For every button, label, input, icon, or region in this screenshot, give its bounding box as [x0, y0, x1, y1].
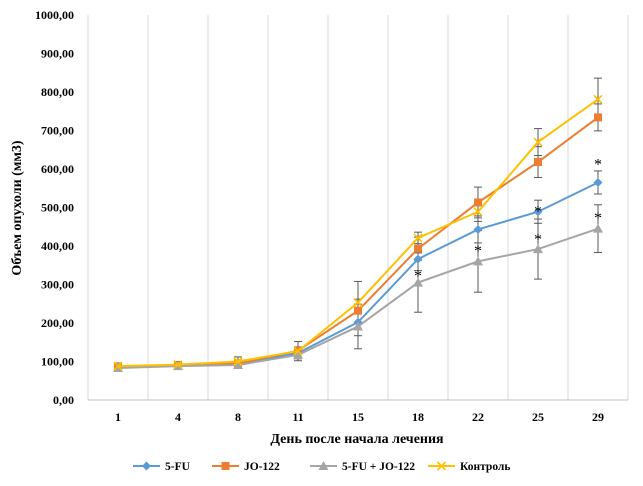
- marker-x-stroke: [353, 298, 363, 308]
- marker-x-stroke: [293, 346, 303, 356]
- x-tick-label: 4: [175, 410, 181, 424]
- marker-x-stroke: [533, 137, 543, 147]
- legend-label: Контроль: [460, 461, 510, 473]
- marker-x-stroke: [473, 207, 483, 217]
- significance-asterisk: *: [474, 243, 482, 260]
- tick-labels: 0,00 100,00 200,00 300,00 400,00 500,00 600,00…: [35, 8, 604, 424]
- data-point-контроль: [593, 94, 603, 104]
- data-point-5-fu-jo-122: [473, 256, 483, 266]
- y-axis-title: Объем опухоли (мм3): [10, 140, 25, 275]
- marker-x-stroke: [113, 361, 123, 371]
- significance-asterisk: *: [534, 231, 542, 248]
- data-point-контроль: [413, 233, 423, 243]
- legend: 5-FU JO-122 5-FU + JO-122 Контроль: [133, 461, 510, 473]
- data-point-контроль: [113, 361, 123, 371]
- legend-marker: [436, 461, 447, 471]
- data-point-5-fu-jo-122: [113, 363, 123, 373]
- y-tick-label: 1000,00: [35, 8, 74, 22]
- marker-x-stroke: [413, 233, 423, 243]
- y-tick-label: 700,00: [41, 124, 74, 138]
- x-tick-label: 15: [352, 410, 364, 424]
- legend-marker: [221, 462, 230, 470]
- data-point-5-fu-jo-122: [293, 349, 303, 359]
- data-point-5-fu-jo-122: [233, 359, 243, 369]
- significance-asterisk: *: [534, 204, 542, 221]
- series-layer: [113, 94, 603, 373]
- y-tick-label: 100,00: [41, 355, 74, 369]
- x-axis-title: День после начала лечения: [270, 432, 444, 447]
- data-point-контроль: [533, 137, 543, 147]
- grid-layer: [87, 15, 629, 400]
- significance-asterisk: *: [594, 210, 602, 227]
- legend-label: JO-122: [244, 461, 280, 473]
- marker-x-stroke: [173, 360, 183, 370]
- data-point-5-fu-jo-122: [533, 244, 543, 254]
- y-tick-label: 800,00: [41, 85, 74, 99]
- data-point-5-fu: [593, 177, 603, 187]
- data-point-5-fu-jo-122: [593, 223, 603, 233]
- x-tick-label: 1: [115, 410, 121, 424]
- data-point-5-fu-jo-122: [413, 277, 423, 287]
- significance-asterisk: *: [594, 156, 602, 173]
- data-point-5-fu: [473, 224, 483, 234]
- y-tick-label: 200,00: [41, 316, 74, 330]
- y-tick-label: 400,00: [41, 239, 74, 253]
- marker-x-stroke: [233, 356, 243, 367]
- data-point-jo-122: [534, 158, 542, 167]
- data-point-5-fu-jo-122: [353, 321, 363, 331]
- legend-label: 5-FU + JO-122: [342, 461, 415, 473]
- data-point-контроль: [293, 346, 303, 356]
- x-tick-label: 25: [532, 410, 544, 424]
- marker-x-stroke: [593, 94, 603, 104]
- significance-markers: * * * * * *: [414, 156, 602, 285]
- x-tick-label: 11: [292, 410, 303, 424]
- data-point-контроль: [233, 356, 243, 367]
- data-point-jo-122: [414, 244, 422, 253]
- y-tick-label: 600,00: [41, 162, 74, 176]
- data-point-jo-122: [354, 306, 362, 315]
- x-tick-label: 22: [472, 410, 484, 424]
- data-point-5-fu: [413, 254, 423, 264]
- y-tick-label: 0,00: [53, 393, 74, 407]
- x-tick-label: 18: [412, 410, 424, 424]
- data-point-jo-122: [594, 113, 602, 122]
- y-tick-label: 500,00: [41, 201, 74, 215]
- data-point-контроль: [353, 298, 363, 308]
- legend-marker: [318, 461, 329, 470]
- data-point-контроль: [173, 360, 183, 370]
- data-point-контроль: [473, 207, 483, 217]
- y-axis-title-text: Объем опухоли (мм3): [10, 140, 25, 275]
- significance-asterisk: *: [414, 268, 422, 285]
- data-point-5-fu: [533, 207, 543, 217]
- legend-label: 5-FU: [165, 461, 191, 473]
- legend-marker: [142, 461, 151, 471]
- y-tick-label: 300,00: [41, 278, 74, 292]
- y-tick-label: 900,00: [41, 47, 74, 61]
- marker-x-stroke: [436, 461, 447, 471]
- x-tick-label: 29: [592, 410, 604, 424]
- data-point-jo-122: [474, 198, 482, 207]
- x-tick-label: 8: [235, 410, 241, 424]
